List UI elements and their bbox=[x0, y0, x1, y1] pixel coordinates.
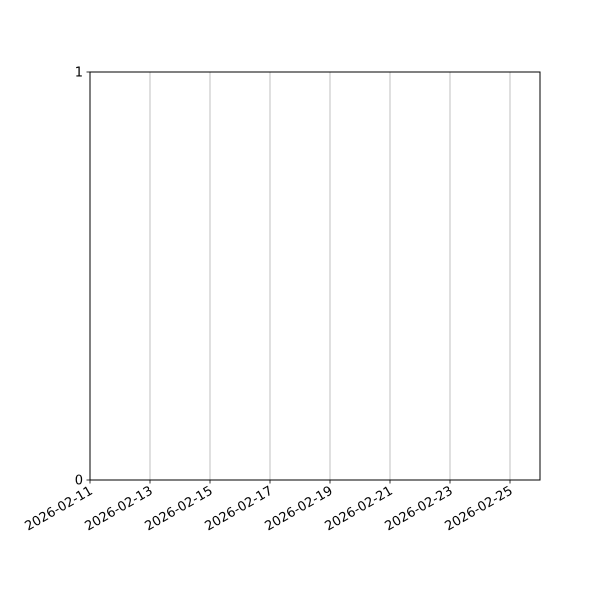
y-axis: 01 bbox=[75, 66, 90, 489]
y-tick-label: 1 bbox=[75, 66, 83, 81]
plot-frame bbox=[89, 71, 541, 481]
y-tick-label: 0 bbox=[75, 474, 83, 489]
